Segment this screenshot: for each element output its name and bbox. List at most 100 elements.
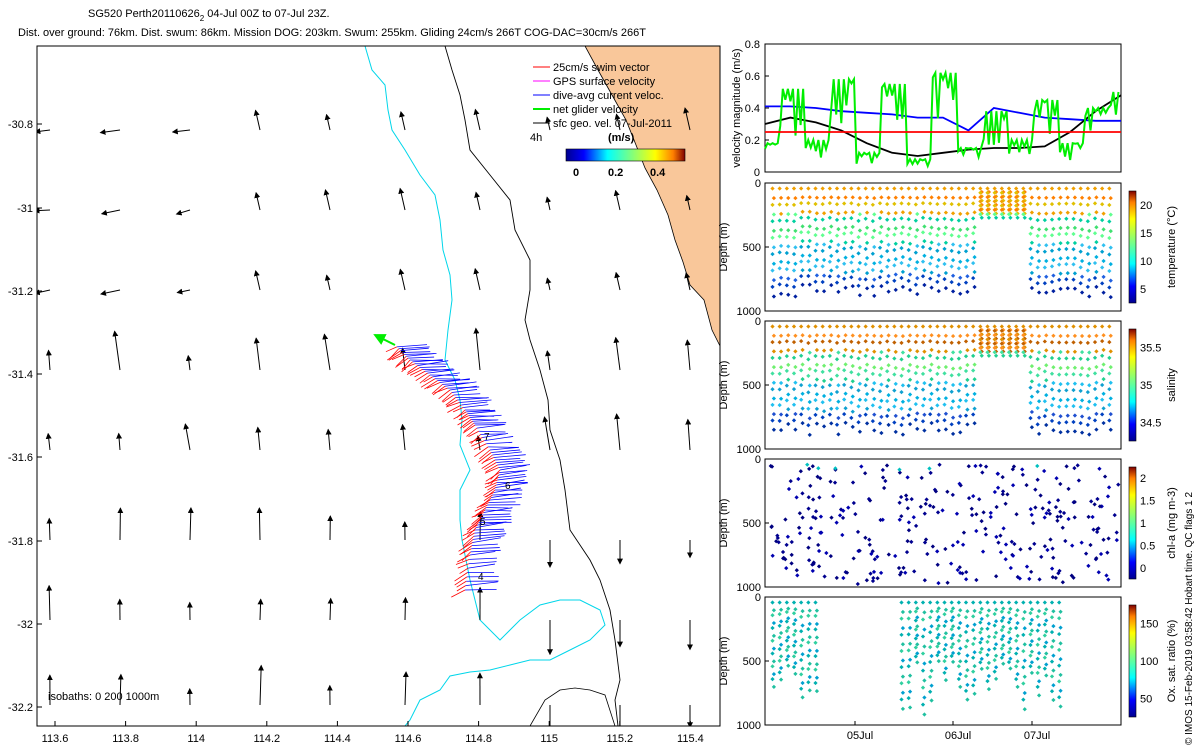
scatter-point: [1014, 625, 1019, 631]
scatter-point: [1072, 465, 1077, 471]
scatter-point: [943, 654, 949, 659]
scatter-point: [849, 245, 854, 250]
scatter-point: [1000, 489, 1006, 494]
scatter-point: [949, 405, 954, 411]
scatter-point: [892, 324, 897, 329]
scatter-point: [911, 515, 916, 520]
scatter-point: [1107, 268, 1112, 274]
scatter-point: [1028, 621, 1033, 626]
scatter-point: [1035, 670, 1040, 675]
scatter-point: [1042, 644, 1047, 649]
dive-avg-current-vector: [412, 359, 443, 363]
scatter-point: [784, 619, 789, 624]
scatter-point: [806, 406, 811, 411]
scatter-point: [913, 618, 918, 623]
scatter-point: [920, 371, 926, 376]
scatter-point: [843, 225, 848, 230]
scatter-point: [770, 268, 775, 273]
swim-vector: [423, 376, 433, 383]
dive-avg-current-vector: [398, 346, 430, 350]
scatter-point: [963, 354, 969, 359]
scatter-point: [770, 387, 775, 392]
scatter-point: [1014, 651, 1019, 656]
scatter-point: [843, 270, 848, 275]
scatter-point: [992, 634, 997, 640]
scatter-point: [958, 365, 963, 371]
dive-avg-current-vector: [491, 449, 521, 453]
scatter-point: [1006, 660, 1012, 665]
scatter-point: [1028, 324, 1033, 329]
scatter-point: [1095, 496, 1100, 502]
scatter-point: [791, 611, 797, 616]
scatter-point: [906, 398, 911, 403]
scatter-point: [963, 383, 969, 389]
scatter-point: [922, 610, 927, 615]
scatter-point: [771, 349, 777, 354]
scatter-point: [931, 504, 936, 510]
scatter-point: [907, 407, 913, 412]
scatter-point: [1049, 217, 1055, 222]
dive-avg-current-vector: [499, 470, 526, 473]
scatter-point: [1028, 507, 1033, 512]
scatter-point: [1021, 616, 1026, 621]
scatter-point: [778, 365, 784, 370]
scatter-point: [863, 383, 868, 388]
scatter-point: [885, 324, 890, 329]
swim-vector: [458, 413, 468, 421]
scatter-point: [864, 377, 870, 382]
geo-velocity-arrow: [175, 209, 191, 216]
scatter-point: [793, 411, 798, 417]
scatter-point: [920, 702, 926, 707]
scatter-point: [956, 651, 961, 656]
scatter-point: [808, 525, 814, 531]
scatter-point: [863, 262, 868, 267]
scatter-point: [1028, 664, 1033, 669]
scatter-point: [956, 340, 961, 345]
scatter-point: [958, 671, 963, 677]
scatter-point: [1064, 201, 1069, 206]
scatter-point: [971, 339, 976, 344]
scatter-point: [985, 324, 990, 329]
scatter-point: [793, 333, 798, 338]
scatter-point: [899, 357, 904, 362]
scatter-point: [813, 640, 818, 645]
scatter-point: [791, 371, 797, 376]
scatter-point: [771, 671, 777, 677]
scatter-point: [993, 665, 999, 670]
scatter-point: [899, 201, 904, 206]
swim-vector: [447, 404, 462, 413]
dive-avg-current-vector: [497, 461, 524, 466]
scatter-point: [864, 271, 870, 276]
scatter-point: [972, 406, 977, 411]
scatter-point: [929, 195, 934, 200]
scatter-point: [971, 600, 976, 605]
scatter-point: [807, 383, 812, 388]
scatter-point: [843, 333, 848, 338]
scatter-point: [1085, 284, 1090, 289]
scatter-point: [879, 239, 884, 244]
scatter-point: [784, 186, 789, 191]
scatter-point: [863, 471, 868, 476]
scatter-point: [1049, 615, 1055, 620]
scatter-point: [935, 653, 940, 658]
scatter-point: [791, 202, 797, 208]
scatter-point: [972, 269, 977, 275]
scatter-point: [986, 673, 992, 679]
scatter-point: [843, 347, 848, 352]
scatter-point: [995, 485, 1001, 490]
scatter-point: [800, 491, 805, 496]
swim-vector: [462, 424, 476, 434]
scatter-point: [827, 186, 832, 191]
scatter-point: [1107, 340, 1112, 345]
scatter-point: [872, 293, 877, 299]
scatter-point: [771, 195, 777, 201]
scatter-point: [935, 371, 940, 376]
scatter-point: [999, 337, 1004, 342]
scatter-point: [807, 648, 812, 653]
scatter-point: [956, 676, 961, 682]
scatter-point: [829, 347, 834, 353]
scatter-point: [899, 340, 904, 346]
scatter-point: [900, 432, 906, 437]
dive-avg-current-vector: [447, 386, 480, 389]
